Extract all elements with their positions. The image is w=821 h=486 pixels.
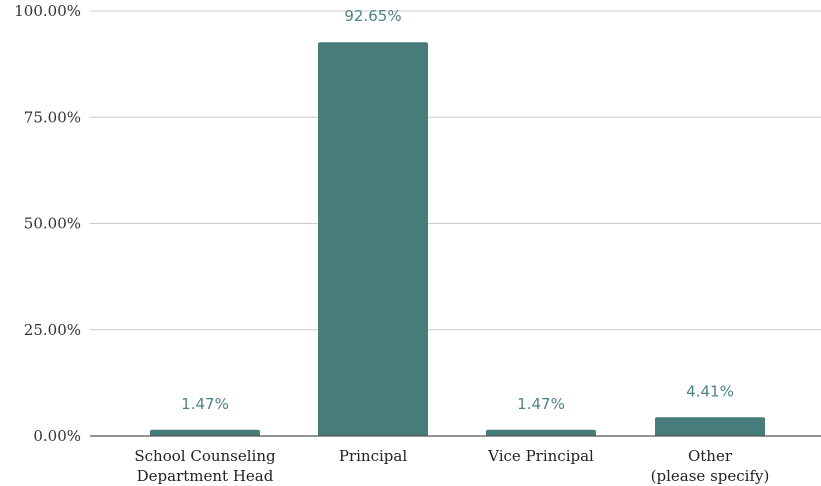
x-category-label: School Counseling: [134, 447, 276, 465]
data-label: 1.47%: [181, 395, 229, 413]
gridlines: [90, 10, 821, 331]
x-category-label: (please specify): [651, 467, 770, 485]
x-category-label: Department Head: [137, 467, 274, 485]
x-axis-categories: School Counseling Department Head Principa…: [134, 447, 769, 485]
bar: [655, 417, 765, 436]
y-tick-label: 100.00%: [14, 2, 81, 20]
x-category-label: Principal: [339, 447, 407, 465]
y-tick-label: 75.00%: [24, 108, 81, 126]
bar: [150, 429, 260, 436]
x-category-label: Other: [688, 447, 733, 465]
y-tick-label: 25.00%: [24, 321, 81, 339]
bars: [150, 42, 765, 437]
y-tick-label: 0.00%: [33, 427, 81, 445]
bar: [486, 429, 596, 436]
y-tick-label: 50.00%: [24, 215, 81, 233]
data-label: 92.65%: [344, 7, 401, 25]
x-category-label: Vice Principal: [487, 447, 594, 465]
bar: [318, 42, 428, 437]
data-label: 4.41%: [686, 382, 734, 400]
data-labels: 1.47% 92.65% 1.47% 4.41%: [181, 7, 734, 413]
data-label: 1.47%: [517, 395, 565, 413]
y-axis-ticks: 0.00% 25.00% 50.00% 75.00% 100.00%: [14, 2, 81, 445]
